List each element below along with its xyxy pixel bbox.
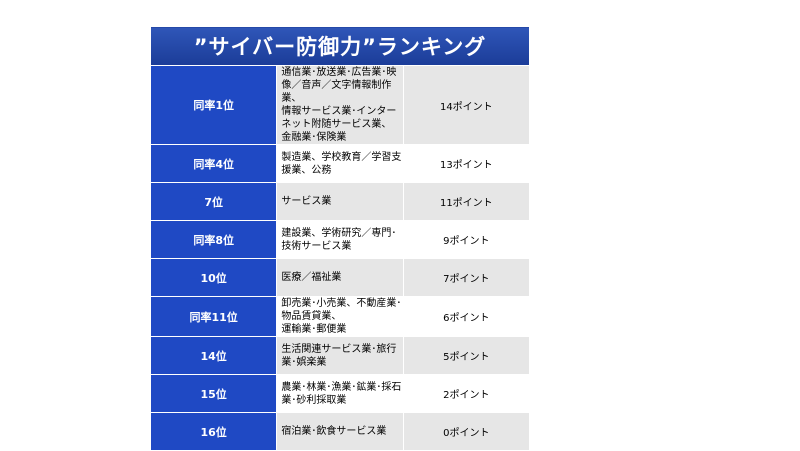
rank-cell: 同率8位 [149,220,278,259]
points-cell: 2ポイント [402,374,531,413]
table-title: ”サイバー防御力”ランキング [150,26,530,66]
rank-cell: 15位 [149,374,278,413]
industry-cell: 医療／福祉業 [276,258,404,297]
table-row: 10位 医療／福祉業 7ポイント [149,258,531,297]
rank-cell: 7位 [149,182,278,221]
table-row: 同率11位 卸売業･小売業、不動産業･物品賃貸業、 運輸業･郵便業 6ポイント [149,296,531,337]
points-cell: 0ポイント [402,412,531,451]
ranking-table: ”サイバー防御力”ランキング 同率1位 通信業･放送業･広告業･映像／音声／文字… [149,26,531,451]
table-row: 同率4位 製造業、学校教育／学習支援業、公務 13ポイント [149,144,531,183]
points-cell: 11ポイント [402,182,531,221]
table-row: 同率8位 建設業、学術研究／専門･技術サービス業 9ポイント [149,220,531,259]
rank-cell: 10位 [149,258,278,297]
rank-cell: 同率11位 [149,296,278,337]
points-cell: 7ポイント [402,258,531,297]
industry-cell: 建設業、学術研究／専門･技術サービス業 [276,220,404,259]
rank-cell: 同率4位 [149,144,278,183]
rank-cell: 同率1位 [149,65,278,145]
table-row: 14位 生活関連サービス業･旅行業･娯楽業 5ポイント [149,336,531,375]
industry-cell: 卸売業･小売業、不動産業･物品賃貸業、 運輸業･郵便業 [276,296,404,337]
industry-cell: 生活関連サービス業･旅行業･娯楽業 [276,336,404,375]
industry-cell: 通信業･放送業･広告業･映像／音声／文字情報制作業、 情報サービス業･インターネ… [276,65,404,145]
rank-cell: 16位 [149,412,278,451]
points-cell: 5ポイント [402,336,531,375]
industry-cell: 製造業、学校教育／学習支援業、公務 [276,144,404,183]
points-cell: 14ポイント [402,65,531,145]
industry-cell: 農業･林業･漁業･鉱業･採石業･砂利採取業 [276,374,404,413]
table-row: 16位 宿泊業･飲食サービス業 0ポイント [149,412,531,451]
points-cell: 13ポイント [402,144,531,183]
points-cell: 9ポイント [402,220,531,259]
rank-cell: 14位 [149,336,278,375]
points-cell: 6ポイント [402,296,531,337]
industry-cell: サービス業 [276,182,404,221]
industry-cell: 宿泊業･飲食サービス業 [276,412,404,451]
table-row: 15位 農業･林業･漁業･鉱業･採石業･砂利採取業 2ポイント [149,374,531,413]
table-row: 同率1位 通信業･放送業･広告業･映像／音声／文字情報制作業、 情報サービス業･… [149,65,531,145]
table-row: 7位 サービス業 11ポイント [149,182,531,221]
